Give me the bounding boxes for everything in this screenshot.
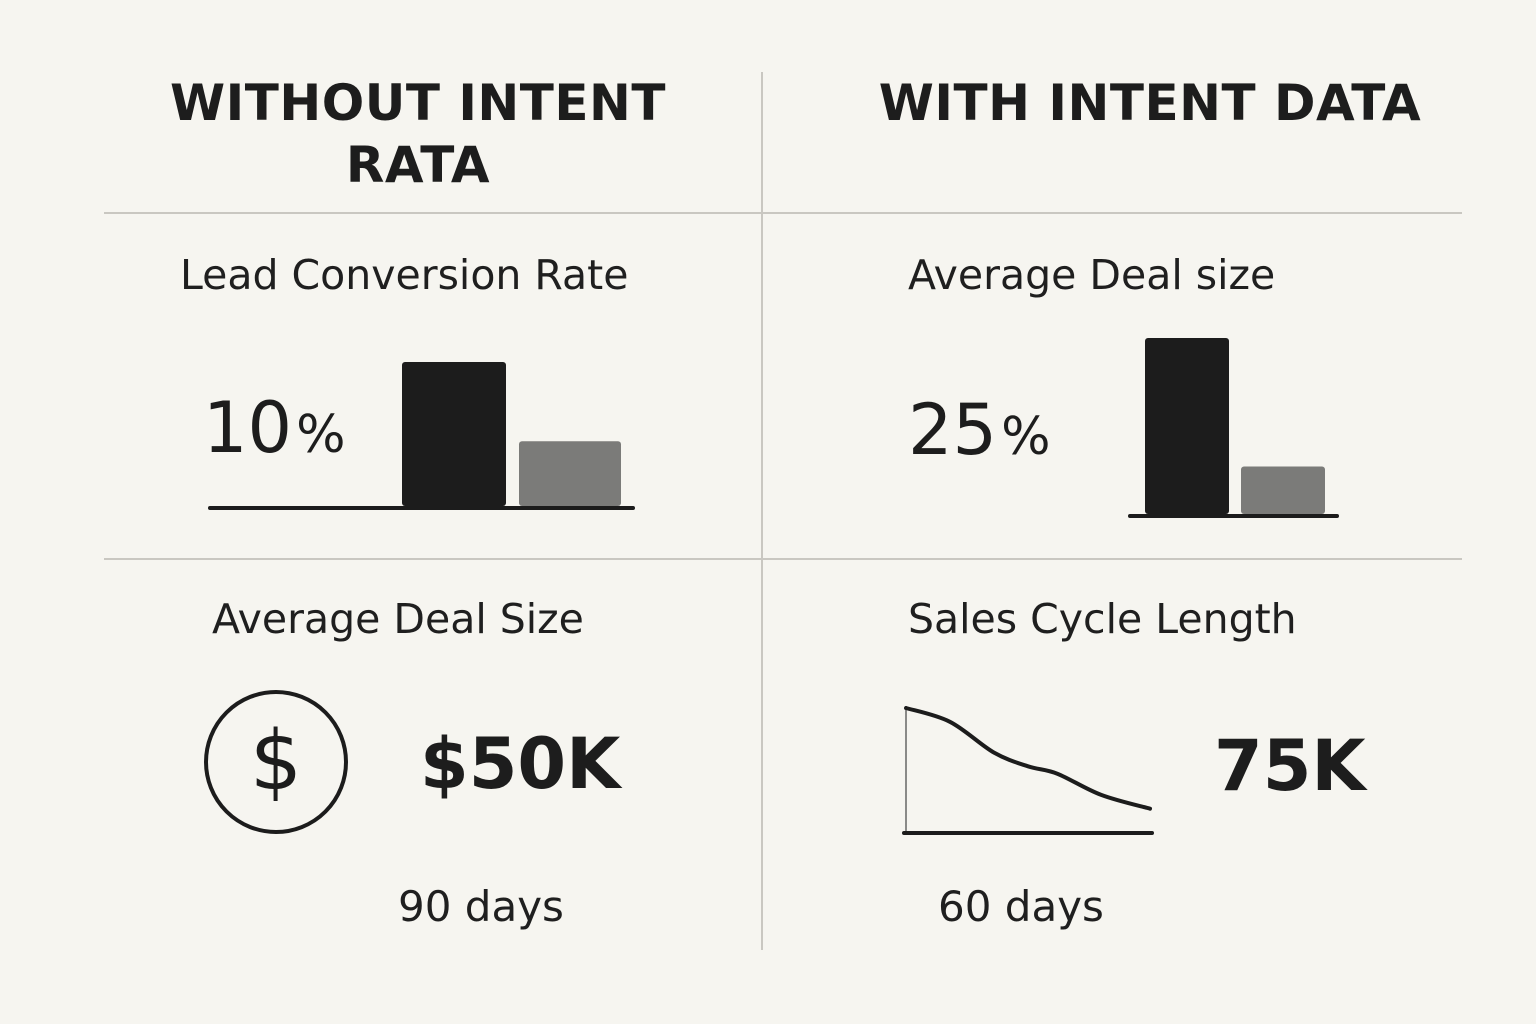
sales-cycle-line	[904, 706, 1152, 811]
horizontal-divider-middle	[104, 558, 1462, 560]
lead-conversion-rate-title: Lead Conversion Rate	[180, 251, 629, 299]
average-deal-size-bar-chart	[1128, 338, 1339, 518]
horizontal-divider-top	[104, 212, 1462, 214]
sales-cycle-length-value: 75K	[1214, 725, 1366, 807]
average-deal-size-value-left: $50K	[420, 723, 621, 805]
left-column-header: WITHOUT INTENT RATA	[170, 74, 666, 194]
svg-text:$: $	[250, 714, 302, 809]
value-number: 10	[203, 387, 293, 469]
lead-conversion-rate-value: 10%	[203, 388, 346, 475]
value-unit: %	[296, 405, 346, 465]
dollar-circle-icon: $	[204, 690, 348, 834]
lead-conversion-bar-chart	[208, 362, 635, 510]
value-number: 25	[908, 389, 998, 471]
value-unit: %	[1001, 407, 1051, 467]
bar-2	[1241, 466, 1325, 514]
duration-left: 90 days	[398, 882, 564, 931]
right-column-header: WITH INTENT DATA	[878, 74, 1422, 132]
bar-1	[1145, 338, 1229, 514]
sales-cycle-length-title: Sales Cycle Length	[908, 595, 1297, 643]
average-deal-size-title-right: Average Deal size	[908, 251, 1276, 299]
bar-2	[519, 441, 621, 506]
average-deal-size-value-right: 25%	[908, 390, 1051, 477]
duration-right: 60 days	[938, 882, 1104, 931]
bar-1	[402, 362, 506, 506]
sales-cycle-line-chart	[902, 706, 1154, 835]
vertical-divider	[761, 72, 763, 950]
average-deal-size-title-left: Average Deal Size	[212, 595, 584, 643]
